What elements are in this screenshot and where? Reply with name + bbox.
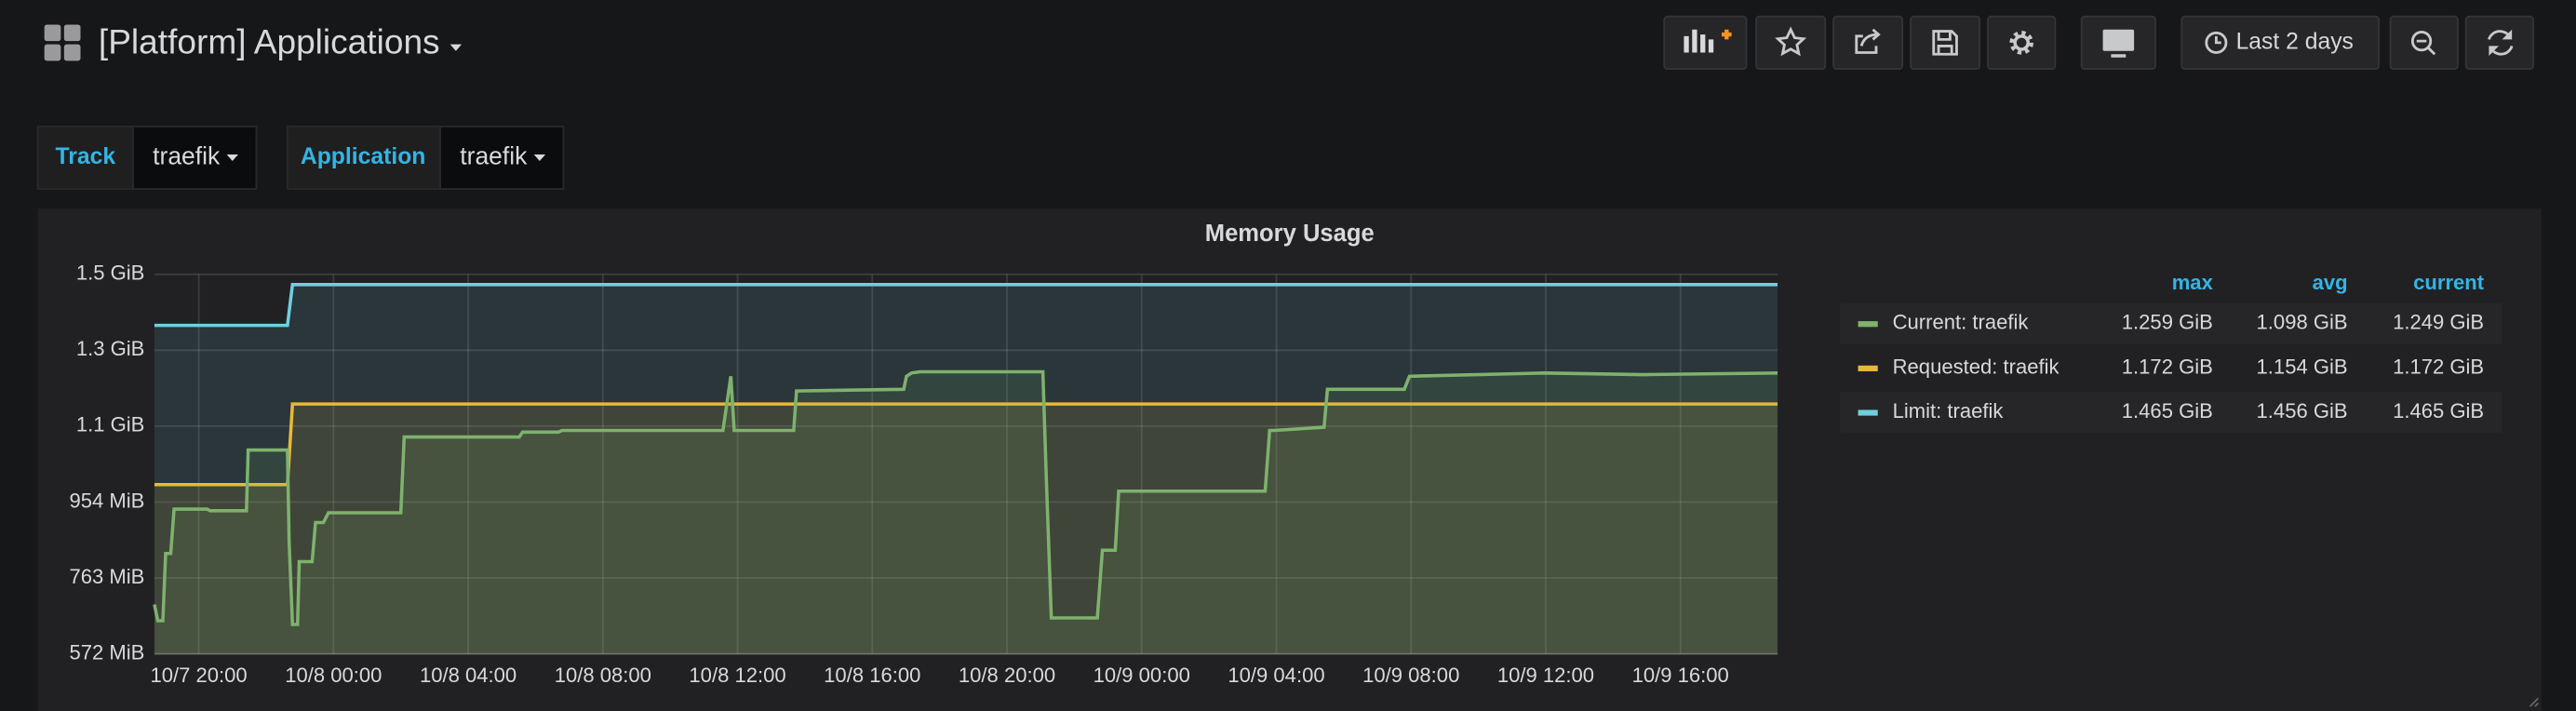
legend-value: 1.172 GiB xyxy=(2393,355,2484,378)
y-tick-label: 1.3 GiB xyxy=(76,337,145,360)
legend-swatch xyxy=(1858,321,1878,328)
x-tick-label: 10/8 04:00 xyxy=(420,664,517,687)
variable-label: Track xyxy=(56,144,116,169)
variable-dropdown[interactable] xyxy=(132,126,258,190)
x-tick-label: 10/9 04:00 xyxy=(1228,664,1324,687)
series-area xyxy=(154,371,1778,654)
x-tick-label: 10/7 20:00 xyxy=(150,664,247,687)
x-tick-label: 10/9 16:00 xyxy=(1632,664,1729,687)
legend-entry[interactable]: Requested: traefik xyxy=(1893,355,2060,378)
variable-value[interactable]: traefik xyxy=(153,141,221,169)
time-range-label[interactable]: Last 2 days xyxy=(2236,29,2354,54)
x-tick-label: 10/9 12:00 xyxy=(1497,664,1594,687)
legend-row xyxy=(1840,347,2502,389)
legend-value: 1.465 GiB xyxy=(2393,399,2484,423)
legend-value: 1.259 GiB xyxy=(2122,311,2213,334)
variable-application: Application traefik xyxy=(287,126,565,190)
x-tick-label: 10/8 12:00 xyxy=(689,664,785,687)
x-tick-label: 10/9 00:00 xyxy=(1093,664,1190,687)
legend-row xyxy=(1840,392,2502,434)
refresh-button[interactable] xyxy=(2464,15,2534,71)
title-caret[interactable] xyxy=(449,44,463,51)
time-picker[interactable]: Last 2 days xyxy=(2180,15,2381,71)
legend-swatch xyxy=(1858,409,1878,416)
y-tick-label: 763 MiB xyxy=(69,565,144,588)
settings-button[interactable] xyxy=(1987,15,2057,71)
star-button[interactable] xyxy=(1755,15,1827,71)
save-button[interactable] xyxy=(1910,15,1981,71)
legend-swatch xyxy=(1858,365,1878,371)
x-tick-label: 10/8 16:00 xyxy=(824,664,920,687)
legend-entry[interactable]: Limit: traefik xyxy=(1893,399,2005,423)
zoom-out-button[interactable] xyxy=(2389,15,2459,71)
legend-value: 1.154 GiB xyxy=(2257,355,2348,378)
legend-column-header: max xyxy=(2172,271,2214,294)
dropdown-caret[interactable] xyxy=(226,154,238,161)
variable-label: Application xyxy=(301,144,426,169)
legend-entry[interactable]: Current: traefik xyxy=(1893,311,2030,334)
x-tick-label: 10/8 20:00 xyxy=(959,664,1055,687)
variable-track: Track traefik xyxy=(36,126,258,190)
series-line xyxy=(154,283,1778,328)
legend-row xyxy=(1840,302,2502,344)
dashboard-title[interactable]: [Platform] Applications xyxy=(99,21,440,60)
variable-value[interactable]: traefik xyxy=(460,141,528,169)
y-tick-label: 1.1 GiB xyxy=(76,413,145,436)
dropdown-caret[interactable] xyxy=(533,154,546,161)
y-tick-label: 1.5 GiB xyxy=(76,262,145,285)
legend-column-header: avg xyxy=(2313,271,2348,294)
x-tick-label: 10/9 08:00 xyxy=(1362,664,1459,687)
variable-label-box xyxy=(287,126,441,190)
series-line xyxy=(153,369,1778,626)
y-tick-label: 954 MiB xyxy=(69,489,144,512)
legend-value: 1.172 GiB xyxy=(2122,355,2213,378)
x-tick-label: 10/8 08:00 xyxy=(555,664,651,687)
series-area xyxy=(154,404,1778,654)
resize-handle xyxy=(2529,697,2540,707)
tv-mode-button[interactable] xyxy=(2080,15,2156,71)
legend-value: 1.249 GiB xyxy=(2393,311,2484,334)
share-button[interactable] xyxy=(1832,15,1904,71)
legend-value: 1.456 GiB xyxy=(2257,399,2348,423)
x-tick-label: 10/8 00:00 xyxy=(285,664,382,687)
variable-label-box xyxy=(36,126,134,190)
dashboard-icon[interactable] xyxy=(44,24,81,61)
series-line xyxy=(154,402,1778,487)
legend-value: 1.098 GiB xyxy=(2257,311,2348,334)
add-panel-button[interactable] xyxy=(1663,15,1748,71)
legend-column-header: current xyxy=(2413,271,2485,294)
legend-value: 1.465 GiB xyxy=(2122,399,2213,423)
panel-title[interactable]: Memory Usage xyxy=(1205,221,1375,247)
series-area xyxy=(154,284,1778,654)
panel xyxy=(37,208,2542,711)
y-tick-label: 572 MiB xyxy=(69,640,144,664)
variable-dropdown[interactable] xyxy=(439,126,565,190)
